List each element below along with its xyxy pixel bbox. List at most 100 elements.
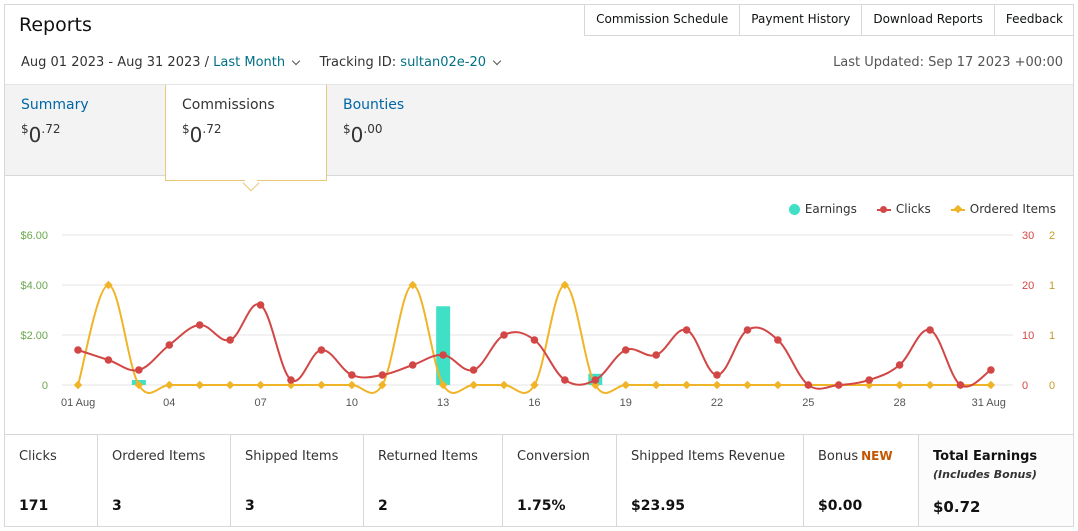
legend-ordered-items[interactable]: Ordered Items bbox=[950, 202, 1056, 216]
stat-total-earnings-value: $0.72 bbox=[933, 498, 981, 516]
tab-bounties-label: Bounties bbox=[343, 97, 405, 113]
legend-clicks[interactable]: Clicks bbox=[876, 202, 931, 216]
feedback-link[interactable]: Feedback bbox=[1005, 12, 1063, 26]
stat-returned-items-label: Returned Items bbox=[378, 449, 478, 464]
payment-history-link[interactable]: Payment History bbox=[740, 4, 863, 35]
x-tick-label: 07 bbox=[254, 397, 266, 409]
y-tick-label-ordered: 2 bbox=[1049, 230, 1055, 242]
clicks-point bbox=[713, 371, 721, 379]
clicks-point bbox=[348, 371, 356, 379]
stat-total-earnings-label: Total Earnings bbox=[933, 449, 1038, 464]
ordered-items-point bbox=[73, 380, 83, 390]
tab-commissions[interactable]: Commissions $0.72 bbox=[165, 85, 327, 181]
ordered-items-point bbox=[530, 380, 539, 390]
stat-shipped-items: Shipped Items 3 bbox=[231, 435, 364, 526]
stat-bonus: Bonus NEW $0.00 bbox=[804, 435, 919, 526]
tracking-id-dropdown[interactable]: sultan02e-20 bbox=[400, 55, 486, 70]
y-tick-label-ordered: 0 bbox=[1049, 380, 1055, 392]
clicks-legend-icon bbox=[876, 205, 891, 214]
x-tick-label: 31 Aug bbox=[972, 397, 1006, 409]
last-updated: Last Updated: Sep 17 2023 +00:00 bbox=[833, 55, 1063, 70]
stat-shipped-revenue-value: $23.95 bbox=[631, 498, 686, 514]
page-title: Reports bbox=[19, 14, 92, 36]
date-range-dropdown[interactable]: Last Month bbox=[213, 55, 286, 70]
earnings-legend-icon bbox=[788, 203, 800, 215]
clicks-line bbox=[77, 303, 992, 390]
ordered-items-point bbox=[895, 380, 904, 390]
clicks-point bbox=[256, 301, 265, 309]
clicks-point bbox=[135, 366, 143, 374]
stat-ordered-items-label: Ordered Items bbox=[112, 449, 206, 464]
clicks-point bbox=[682, 326, 691, 334]
ordered-items-point bbox=[104, 280, 113, 290]
ordered-items-line bbox=[77, 283, 991, 394]
ordered-items-point bbox=[712, 380, 722, 390]
clicks-point bbox=[987, 366, 995, 374]
ordered-items-point bbox=[682, 380, 691, 390]
tracking-id-label: Tracking ID: bbox=[319, 55, 397, 70]
ordered-items-point bbox=[165, 380, 174, 390]
ordered-items-point bbox=[195, 380, 204, 390]
ordered-items-point bbox=[469, 380, 478, 390]
y-tick-label-left: $4.00 bbox=[20, 280, 48, 292]
download-reports-link[interactable]: Download Reports bbox=[862, 4, 995, 35]
x-tick-label: 01 Aug bbox=[61, 397, 95, 409]
ordered-items-point bbox=[499, 380, 509, 390]
legend-earnings-label: Earnings bbox=[804, 202, 857, 216]
clicks-point bbox=[561, 376, 569, 384]
clicks-point bbox=[591, 376, 600, 384]
new-badge: NEW bbox=[861, 449, 893, 463]
legend-earnings[interactable]: Earnings bbox=[788, 202, 857, 216]
x-tick-label: 25 bbox=[802, 397, 814, 409]
clicks-point bbox=[439, 351, 447, 359]
ordered-items-point bbox=[773, 380, 783, 390]
commission-schedule-link[interactable]: Commission Schedule bbox=[585, 4, 741, 35]
ordered-items-point bbox=[651, 380, 661, 390]
stats-bar: Clicks 171 Ordered Items 3 Shipped Items… bbox=[5, 434, 1073, 526]
ordered-items-point bbox=[438, 380, 448, 390]
stat-clicks-value: 171 bbox=[19, 498, 49, 514]
stat-returned-items: Returned Items 2 bbox=[364, 435, 503, 526]
clicks-point bbox=[926, 326, 934, 334]
x-tick-label: 22 bbox=[711, 397, 723, 409]
y-tick-label-clicks: 0 bbox=[1022, 380, 1028, 392]
tab-summary-value: $0.72 bbox=[21, 122, 61, 147]
y-tick-label-ordered: 1 bbox=[1049, 330, 1055, 342]
ordered-items-point bbox=[225, 380, 235, 390]
clicks-point bbox=[500, 331, 508, 339]
stat-returned-items-value: 2 bbox=[378, 498, 388, 514]
tab-summary[interactable]: Summary $0.72 bbox=[5, 85, 165, 177]
chevron-down-icon[interactable] bbox=[291, 56, 301, 66]
legend-clicks-label: Clicks bbox=[895, 202, 931, 216]
ordered-items-point bbox=[256, 380, 265, 390]
filter-row: Aug 01 2023 - Aug 31 2023 / Last Month T… bbox=[21, 55, 504, 70]
ordered-items-point bbox=[621, 380, 630, 390]
clicks-point bbox=[621, 346, 630, 354]
clicks-point bbox=[956, 381, 965, 389]
tab-commissions-value: $0.72 bbox=[182, 122, 222, 147]
ordered-items-point bbox=[743, 380, 752, 390]
stat-shipped-items-value: 3 bbox=[245, 498, 255, 514]
clicks-point bbox=[774, 336, 782, 344]
top-links: Commission Schedule Payment History Down… bbox=[584, 4, 1074, 36]
stat-shipped-items-label: Shipped Items bbox=[245, 449, 339, 464]
clicks-point bbox=[378, 371, 387, 379]
stat-conversion-label: Conversion bbox=[517, 449, 590, 464]
clicks-point bbox=[652, 351, 660, 359]
y-tick-label-clicks: 30 bbox=[1022, 230, 1034, 242]
x-tick-label: 10 bbox=[346, 397, 358, 409]
stat-total-earnings: Total Earnings (Includes Bonus) $0.72 bbox=[919, 435, 1073, 526]
stat-ordered-items-value: 3 bbox=[112, 498, 122, 514]
ordered-items-point bbox=[925, 380, 935, 390]
x-tick-label: 19 bbox=[620, 397, 632, 409]
x-tick-label: 04 bbox=[163, 397, 175, 409]
tab-bounties[interactable]: Bounties $0.00 bbox=[327, 85, 487, 177]
x-tick-label: 13 bbox=[437, 397, 449, 409]
stat-ordered-items: Ordered Items 3 bbox=[98, 435, 231, 526]
ordered-items-legend-icon bbox=[950, 204, 965, 214]
ordered-items-point bbox=[134, 380, 144, 390]
tab-summary-label: Summary bbox=[21, 97, 89, 113]
chevron-down-icon[interactable] bbox=[492, 56, 502, 66]
ordered-items-point bbox=[378, 380, 387, 390]
clicks-point bbox=[287, 376, 295, 384]
